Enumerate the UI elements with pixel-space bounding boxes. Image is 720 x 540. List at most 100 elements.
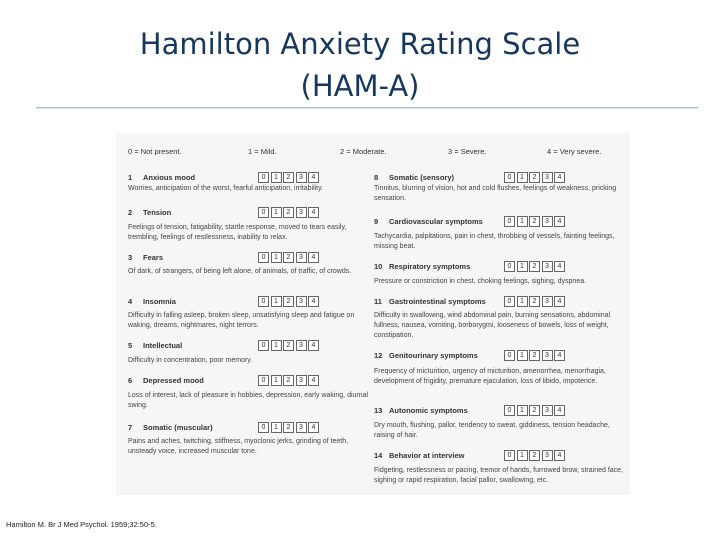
rating-box-1: 1 (270, 172, 282, 183)
rating-box-0: 0 (504, 216, 515, 227)
item-number: 4 (128, 297, 133, 306)
rating-box-1: 1 (516, 350, 528, 361)
rating-box-3: 3 (295, 252, 307, 263)
rating-box-2: 2 (529, 296, 540, 307)
item-name: Somatic (muscular) (143, 423, 213, 432)
rating-box-4: 4 (308, 252, 319, 263)
item-name: Somatic (sensory) (389, 173, 455, 182)
item-header: 6 Depressed mood (128, 376, 204, 385)
item-number: 5 (128, 341, 133, 350)
rating-box-2: 2 (283, 296, 294, 307)
item-name: Depressed mood (143, 376, 204, 385)
rating-box-4: 4 (308, 296, 319, 307)
item-header: 11 Gastrointestinal symptoms (374, 297, 486, 306)
rating-box-4: 4 (554, 216, 565, 227)
item-description: Fidgeting, restlessness or pacing, tremo… (374, 467, 624, 484)
rating-box-3: 3 (541, 405, 553, 416)
rating-box-1: 1 (516, 405, 528, 416)
rating-box-1: 1 (516, 172, 528, 183)
rating-box-1: 1 (516, 261, 528, 272)
rating-box-0: 0 (504, 450, 515, 461)
rating-box-0: 0 (258, 422, 269, 433)
item-header: 1 Anxious mood (128, 173, 195, 182)
item-header: 13 Autonomic symptoms (374, 406, 468, 415)
rating-box-2: 2 (283, 422, 294, 433)
rating-box-3: 3 (541, 450, 553, 461)
rating-box-0: 0 (504, 172, 515, 183)
item-number: 2 (128, 208, 133, 217)
item-name: Respiratory symptoms (389, 262, 471, 271)
item-name: Tension (143, 208, 172, 217)
item-header: 10 Respiratory symptoms (374, 262, 470, 271)
item-description: Of dark, of strangers, of being left alo… (128, 268, 352, 275)
item-number: 1 (128, 173, 133, 182)
item-description: Worries, anticipation of the worst, fear… (128, 185, 324, 192)
rating-box-2: 2 (529, 172, 540, 183)
item-name: Autonomic symptoms (389, 406, 468, 415)
rating-box-2: 2 (529, 405, 540, 416)
rating-box-1: 1 (270, 375, 282, 386)
item-description: Frequency of micturition, urgency of mic… (374, 368, 606, 385)
item-header: 7 Somatic (muscular) (128, 423, 213, 432)
rating-box-0: 0 (258, 207, 269, 218)
item-number: 11 (374, 297, 382, 306)
rating-box-3: 3 (295, 296, 307, 307)
rating-box-3: 3 (295, 340, 307, 351)
item-description: Pains and aches, twitching, stiffness, m… (128, 438, 349, 455)
item-name: Cardiovascular symptoms (389, 217, 483, 226)
item-number: 6 (128, 376, 133, 385)
rating-box-3: 3 (541, 216, 553, 227)
rating-box-3: 3 (541, 261, 553, 272)
item-description: Difficulty in swallowing, wind abdominal… (374, 312, 611, 339)
item-header: 9 Cardiovascular symptoms (374, 217, 483, 226)
item-name: Genitourinary symptoms (389, 351, 478, 360)
rating-box-4: 4 (308, 207, 319, 218)
item-description: Dry mouth, flushing, pallor, tendency to… (374, 422, 610, 439)
rating-box-0: 0 (258, 252, 269, 263)
rating-box-3: 3 (541, 296, 553, 307)
rating-box-2: 2 (529, 350, 540, 361)
rating-box-0: 0 (258, 172, 269, 183)
scale-label-0: 0 = Not present. (128, 147, 182, 156)
item-description: Pressure or constriction in chest, choki… (374, 278, 587, 285)
item-header: 14 Behavior at interview (374, 451, 464, 460)
rating-box-4: 4 (554, 172, 565, 183)
rating-box-4: 4 (554, 296, 565, 307)
rating-box-0: 0 (258, 340, 269, 351)
slide-title-line2: (HAM-A) (300, 69, 420, 103)
rating-box-4: 4 (308, 375, 319, 386)
item-name: Insomnia (143, 297, 176, 306)
rating-box-2: 2 (283, 172, 294, 183)
item-number: 9 (374, 217, 379, 226)
rating-box-1: 1 (270, 422, 282, 433)
rating-box-1: 1 (516, 216, 528, 227)
scale-label-2: 2 = Moderate. (340, 147, 387, 156)
item-number: 13 (374, 406, 383, 415)
item-description: Tachycardia, palpitations, pain in chest… (374, 233, 615, 250)
rating-box-2: 2 (283, 375, 294, 386)
item-header: 8 Somatic (sensory) (374, 173, 454, 182)
item-number: 8 (374, 173, 379, 182)
rating-box-0: 0 (504, 405, 515, 416)
item-header: 3 Fears (128, 253, 163, 262)
rating-box-4: 4 (554, 405, 565, 416)
item-description: Tinnitus, blurring of vision, hot and co… (374, 185, 617, 202)
item-number: 14 (374, 451, 383, 460)
item-description: Difficulty in falling asleep, broken sle… (128, 312, 355, 329)
item-number: 12 (374, 351, 383, 360)
scale-label-1: 1 = Mild. (248, 147, 277, 156)
rating-box-1: 1 (516, 450, 528, 461)
item-name: Anxious mood (143, 173, 196, 182)
